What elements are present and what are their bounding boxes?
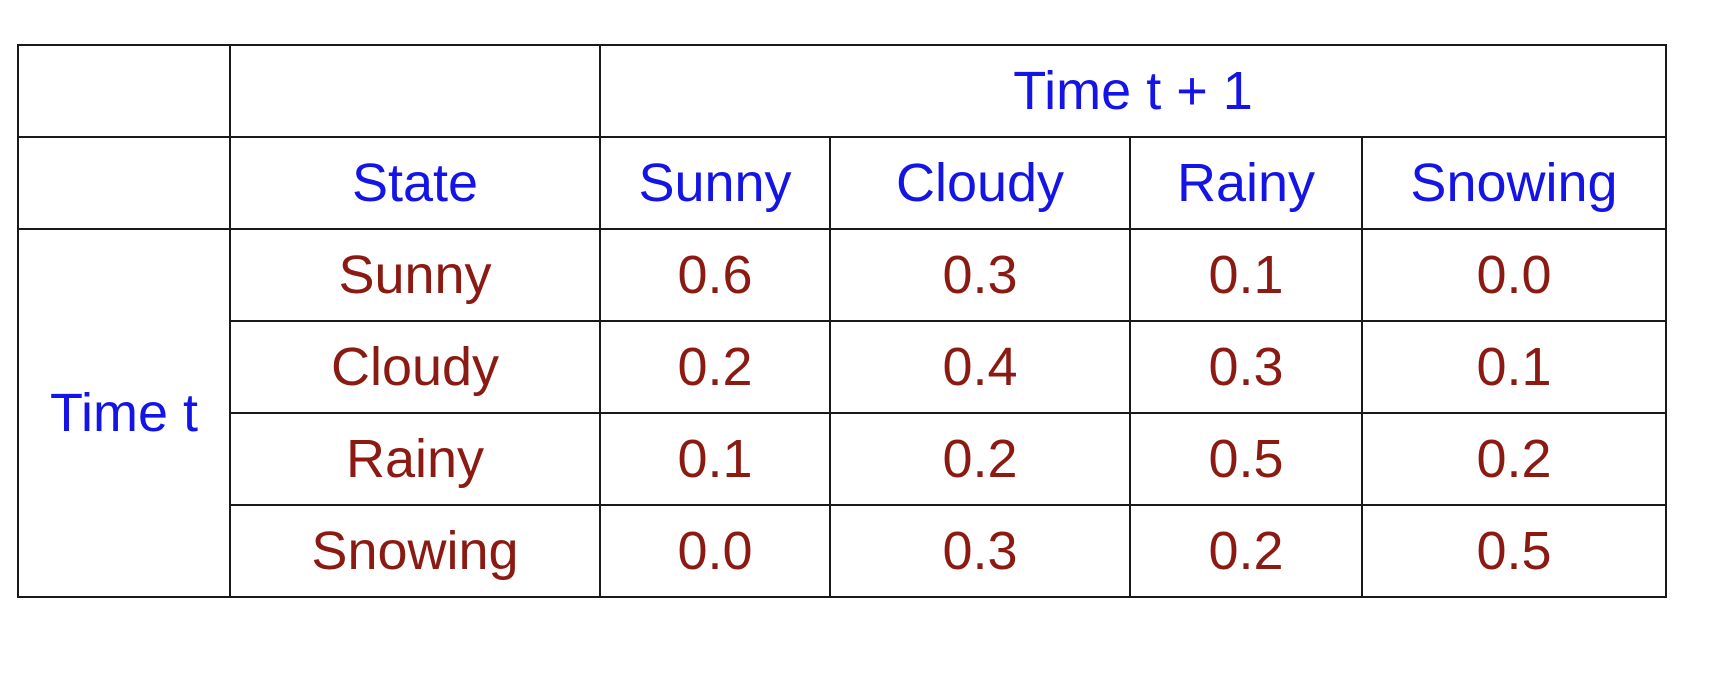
corner-cell bbox=[17, 44, 231, 138]
table-cell: 0.2 bbox=[1361, 412, 1667, 506]
table-cell: 0.0 bbox=[1361, 228, 1667, 322]
col-header-rainy: Rainy bbox=[1129, 136, 1363, 230]
corner-cell bbox=[229, 44, 601, 138]
table-cell: 0.2 bbox=[829, 412, 1131, 506]
table-cell: 0.4 bbox=[829, 320, 1131, 414]
state-header: State bbox=[229, 136, 601, 230]
table-cell: 0.3 bbox=[829, 504, 1131, 598]
col-header-snowing: Snowing bbox=[1361, 136, 1667, 230]
transition-table: Time t + 1 State Sunny Cloudy Rainy Snow… bbox=[17, 44, 1667, 598]
col-header-cloudy: Cloudy bbox=[829, 136, 1131, 230]
table-cell: 0.3 bbox=[1129, 320, 1363, 414]
col-header-sunny: Sunny bbox=[599, 136, 831, 230]
row-header-snowing: Snowing bbox=[229, 504, 601, 598]
table-cell: 0.2 bbox=[599, 320, 831, 414]
row-header-sunny: Sunny bbox=[229, 228, 601, 322]
table-cell: 0.3 bbox=[829, 228, 1131, 322]
corner-cell bbox=[17, 136, 231, 230]
table-cell: 0.1 bbox=[599, 412, 831, 506]
table-row-column-headers: State Sunny Cloudy Rainy Snowing bbox=[17, 136, 1667, 230]
table-cell: 0.5 bbox=[1129, 412, 1363, 506]
table-row: Snowing 0.0 0.3 0.2 0.5 bbox=[18, 504, 1667, 598]
row-header-cloudy: Cloudy bbox=[229, 320, 601, 414]
transition-table-container: Time t + 1 State Sunny Cloudy Rainy Snow… bbox=[17, 44, 1667, 598]
table-row: Cloudy 0.2 0.4 0.3 0.1 bbox=[18, 320, 1667, 414]
row-header-rainy: Rainy bbox=[229, 412, 601, 506]
col-group-label: Time t + 1 bbox=[599, 44, 1667, 138]
table-cell: 0.5 bbox=[1361, 504, 1667, 598]
table-cell: 0.2 bbox=[1129, 504, 1363, 598]
table-cell: 0.1 bbox=[1129, 228, 1363, 322]
table-row-group-header: Time t + 1 bbox=[17, 44, 1667, 138]
row-group-label: Time t bbox=[17, 228, 231, 598]
table-row: Rainy 0.1 0.2 0.5 0.2 bbox=[18, 412, 1667, 506]
table-cell: 0.0 bbox=[599, 504, 831, 598]
table-row: Time t Sunny 0.6 0.3 0.1 0.0 bbox=[17, 228, 1667, 598]
table-cell: 0.1 bbox=[1361, 320, 1667, 414]
table-cell: 0.6 bbox=[599, 228, 831, 322]
